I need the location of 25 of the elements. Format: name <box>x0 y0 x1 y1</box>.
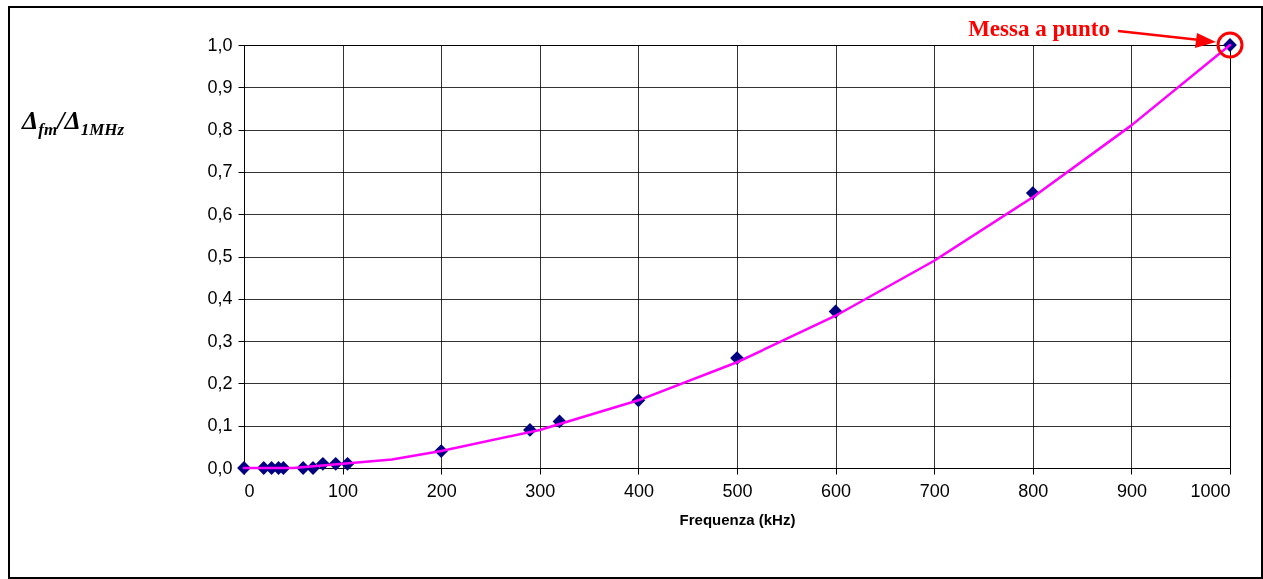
x-tick-label: 800 <box>1018 480 1049 501</box>
y-tick-label: 0,9 <box>207 76 233 97</box>
y-tick-label: 1,0 <box>207 34 233 55</box>
y-axis-title: Δ$_{fm}$/Δ$_{1MHz}$ <box>22 106 125 140</box>
y-tick-label: 0,4 <box>207 288 233 309</box>
y-tick-label: 0,0 <box>207 457 233 478</box>
text: Messa a punto <box>968 16 1110 41</box>
x-axis-title: Frequenza (kHz) <box>679 510 796 528</box>
x-tick-label: 500 <box>722 480 753 501</box>
y-tick-label: 0,5 <box>207 246 233 266</box>
y-tick-label: 0,2 <box>207 372 233 393</box>
x-tick-label: 1000 <box>1190 480 1231 501</box>
y-tick-label: 0,3 <box>207 330 233 351</box>
y-tick-label: 0,7 <box>207 161 233 182</box>
x-tick-label: 400 <box>623 480 654 501</box>
y-tick-label: 0,6 <box>207 203 233 224</box>
x-tick-label: 600 <box>821 480 852 501</box>
y-tick-label: 0,1 <box>207 415 233 436</box>
x-tick-label: 100 <box>328 480 359 501</box>
y-tick-label: 0,8 <box>207 119 233 140</box>
x-tick-label: 900 <box>1116 480 1147 501</box>
x-tick-label: 700 <box>919 480 950 501</box>
x-tick-label: 0 <box>244 480 255 501</box>
x-tick-label: 200 <box>426 480 457 501</box>
x-tick-label: 300 <box>525 480 556 501</box>
